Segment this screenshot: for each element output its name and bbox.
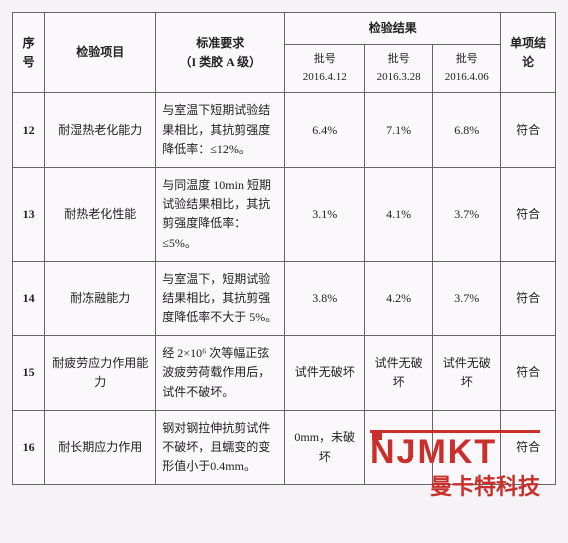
cell-item: 耐长期应力作用 — [45, 410, 156, 485]
cell-r2: 7.1% — [365, 93, 433, 168]
col-item: 检验项目 — [45, 13, 156, 93]
cell-req: 与室温下短期试验结果相比，其抗剪强度降低率：≤12%。 — [156, 93, 285, 168]
cell-item: 耐热老化性能 — [45, 167, 156, 261]
table-row: 14耐冻融能力与室温下，短期试验结果相比，其抗剪强度降低率不大于 5%。3.8%… — [13, 261, 556, 336]
col-conclusion: 单项结论 — [501, 13, 556, 93]
cell-conclusion: 符合 — [501, 93, 556, 168]
cell-item: 耐疲劳应力作用能力 — [45, 336, 156, 411]
table-row: 12耐湿热老化能力与室温下短期试验结果相比，其抗剪强度降低率：≤12%。6.4%… — [13, 93, 556, 168]
cell-conclusion: 符合 — [501, 261, 556, 336]
cell-r1: 试件无破坏 — [285, 336, 365, 411]
cell-item: 耐冻融能力 — [45, 261, 156, 336]
inspection-table: 序号 检验项目 标准要求 （I 类胶 A 级） 检验结果 单项结论 批号 201… — [12, 12, 556, 485]
col-batch-1: 批号 2016.4.12 — [285, 45, 365, 93]
cell-seq: 14 — [13, 261, 45, 336]
cell-seq: 15 — [13, 336, 45, 411]
cell-r3: 试件无破坏 — [433, 336, 501, 411]
cell-req: 与室温下，短期试验结果相比，其抗剪强度降低率不大于 5%。 — [156, 261, 285, 336]
cell-r1: 3.8% — [285, 261, 365, 336]
cell-r2: 4.1% — [365, 167, 433, 261]
cell-r1: 0mm，未破坏 — [285, 410, 365, 485]
cell-r2: 试件无破坏 — [365, 336, 433, 411]
col-req: 标准要求 （I 类胶 A 级） — [156, 13, 285, 93]
cell-item: 耐湿热老化能力 — [45, 93, 156, 168]
cell-r3 — [433, 410, 501, 485]
col-batch-3: 批号 2016.4.06 — [433, 45, 501, 93]
cell-r1: 6.4% — [285, 93, 365, 168]
cell-req: 钢对钢拉伸抗剪试件不破坏，且蠕变的变形值小于0.4mm。 — [156, 410, 285, 485]
cell-r2: 4.2% — [365, 261, 433, 336]
cell-conclusion: 符合 — [501, 410, 556, 485]
cell-conclusion: 符合 — [501, 167, 556, 261]
cell-seq: 13 — [13, 167, 45, 261]
cell-req: 经 2×10⁶ 次等幅正弦波疲劳荷载作用后，试件不破坏。 — [156, 336, 285, 411]
cell-r2 — [365, 410, 433, 485]
cell-req: 与同温度 10min 短期试验结果相比，其抗剪强度降低率：≤5%。 — [156, 167, 285, 261]
col-batch-2: 批号 2016.3.28 — [365, 45, 433, 93]
cell-r3: 3.7% — [433, 167, 501, 261]
table-row: 16耐长期应力作用钢对钢拉伸抗剪试件不破坏，且蠕变的变形值小于0.4mm。0mm… — [13, 410, 556, 485]
col-seq: 序号 — [13, 13, 45, 93]
cell-seq: 16 — [13, 410, 45, 485]
cell-r1: 3.1% — [285, 167, 365, 261]
cell-r3: 6.8% — [433, 93, 501, 168]
table-row: 15耐疲劳应力作用能力经 2×10⁶ 次等幅正弦波疲劳荷载作用后，试件不破坏。试… — [13, 336, 556, 411]
cell-r3: 3.7% — [433, 261, 501, 336]
cell-conclusion: 符合 — [501, 336, 556, 411]
cell-seq: 12 — [13, 93, 45, 168]
col-result-group: 检验结果 — [285, 13, 501, 45]
table-row: 13耐热老化性能与同温度 10min 短期试验结果相比，其抗剪强度降低率：≤5%… — [13, 167, 556, 261]
